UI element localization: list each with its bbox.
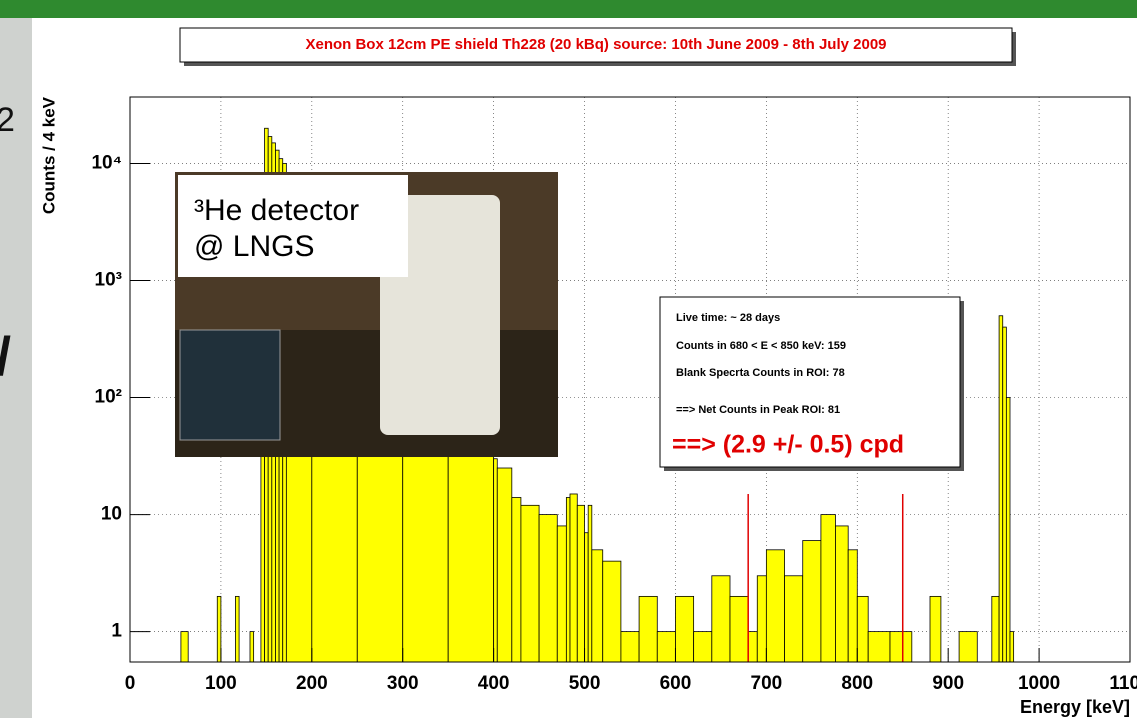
bar bbox=[747, 631, 758, 663]
bar bbox=[447, 423, 495, 663]
y-tick-label: 1 bbox=[111, 621, 122, 642]
stats-line: Counts in 680 < E < 850 keV: 159 bbox=[676, 340, 846, 352]
bar bbox=[638, 595, 658, 663]
bar bbox=[1002, 326, 1007, 663]
bar bbox=[569, 493, 578, 663]
x-tick-label: 200 bbox=[296, 673, 328, 694]
bar bbox=[565, 497, 571, 663]
bar bbox=[958, 631, 978, 663]
bar bbox=[929, 595, 942, 663]
stats-line: ==> Net Counts in Peak ROI: 81 bbox=[676, 404, 840, 416]
bar bbox=[216, 595, 222, 663]
bar bbox=[820, 514, 836, 663]
bar bbox=[835, 525, 849, 663]
y-tick-label: 10³ bbox=[95, 270, 122, 291]
photo-monitor bbox=[179, 329, 281, 441]
plot-frame bbox=[129, 96, 1131, 663]
x-tick-label: 100 bbox=[205, 673, 237, 694]
x-tick-label: 1100 bbox=[1109, 673, 1137, 694]
bar bbox=[602, 560, 622, 663]
bar bbox=[711, 575, 731, 663]
y-tick-label: 10 bbox=[101, 504, 122, 525]
bar bbox=[620, 631, 640, 663]
bar bbox=[587, 504, 593, 663]
stats-result: ==> (2.9 +/- 0.5) cpd bbox=[672, 431, 904, 459]
photo-cylinder bbox=[380, 195, 500, 435]
photo-caption: ³He detector bbox=[194, 194, 359, 227]
bar bbox=[756, 575, 767, 663]
bar bbox=[802, 540, 822, 663]
stats-box bbox=[659, 296, 961, 468]
stats-line: Blank Specrta Counts in ROI: 78 bbox=[676, 367, 845, 379]
bar bbox=[729, 595, 749, 663]
bar bbox=[867, 631, 891, 663]
x-tick-label: 400 bbox=[478, 673, 510, 694]
bar bbox=[591, 549, 604, 663]
bar bbox=[847, 549, 858, 663]
bar bbox=[584, 532, 589, 663]
slide-fragment: 2 bbox=[0, 101, 15, 139]
bar bbox=[520, 504, 540, 663]
bar bbox=[693, 631, 713, 663]
bar bbox=[538, 514, 558, 663]
y-tick-label: 10² bbox=[95, 387, 122, 408]
bar bbox=[260, 443, 265, 663]
bar bbox=[1009, 631, 1015, 663]
x-tick-label: 800 bbox=[841, 673, 873, 694]
bar bbox=[249, 631, 255, 663]
bar bbox=[180, 631, 189, 663]
bar bbox=[235, 595, 240, 663]
bar bbox=[675, 595, 695, 663]
x-tick-label: 900 bbox=[932, 673, 964, 694]
bar bbox=[656, 631, 676, 663]
y-tick-label: 10⁴ bbox=[91, 153, 122, 174]
x-tick-label: 700 bbox=[751, 673, 783, 694]
bar bbox=[765, 549, 785, 663]
x-tick-label: 600 bbox=[660, 673, 692, 694]
title-box bbox=[179, 27, 1013, 63]
overlay: ³He detector @ LNGS Live time: ~ 28 days… bbox=[175, 172, 964, 471]
x-tick-label: 500 bbox=[569, 673, 601, 694]
green-band bbox=[0, 0, 1137, 18]
bar bbox=[493, 458, 498, 663]
y-axis-label: Counts / 4 keV bbox=[39, 96, 58, 214]
bar bbox=[1005, 397, 1011, 663]
bar bbox=[998, 315, 1004, 663]
x-tick-label: 0 bbox=[125, 673, 136, 694]
x-tick-label: 300 bbox=[387, 673, 419, 694]
x-tick-label: 1000 bbox=[1018, 673, 1060, 694]
bar bbox=[856, 595, 869, 663]
bar bbox=[511, 497, 522, 663]
bar bbox=[556, 525, 567, 663]
bar bbox=[889, 631, 913, 663]
stats-line: Live time: ~ 28 days bbox=[676, 312, 780, 324]
slide-fragment: / bbox=[0, 326, 11, 386]
bar bbox=[784, 575, 804, 663]
bar bbox=[496, 467, 513, 663]
bar bbox=[991, 595, 1000, 663]
photo-caption: @ LNGS bbox=[194, 230, 314, 263]
chart-title: Xenon Box 12cm PE shield Th228 (20 kBq) … bbox=[305, 36, 886, 53]
photo-label-box bbox=[178, 175, 408, 277]
x-axis-label: Energy [keV] bbox=[1020, 697, 1130, 717]
bar bbox=[576, 504, 585, 663]
